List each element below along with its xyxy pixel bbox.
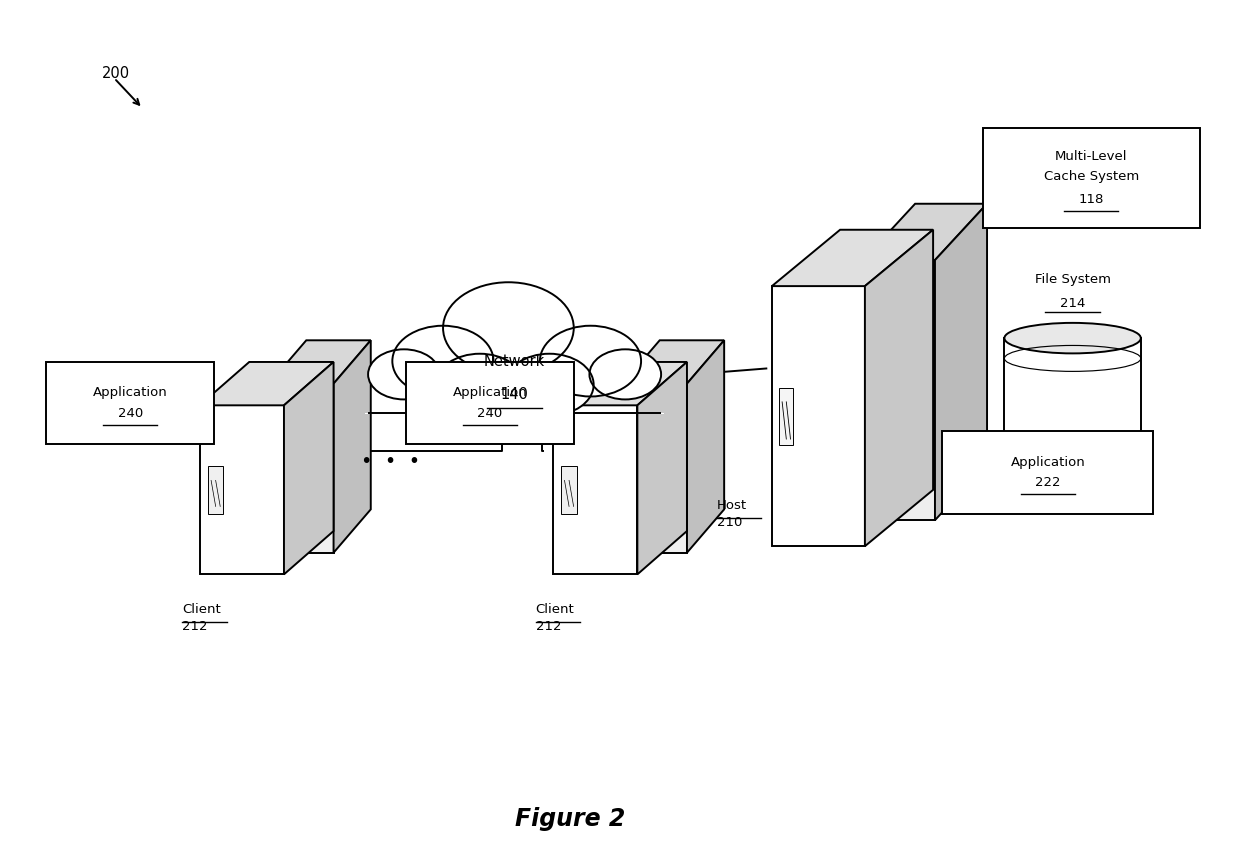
Polygon shape	[1004, 338, 1141, 451]
Text: 240: 240	[477, 407, 502, 420]
Polygon shape	[200, 406, 284, 575]
Text: Multi-Level: Multi-Level	[1055, 150, 1127, 162]
Polygon shape	[780, 388, 794, 445]
Text: Client: Client	[182, 603, 221, 616]
Polygon shape	[935, 204, 987, 520]
Text: 210: 210	[717, 516, 742, 529]
Polygon shape	[982, 128, 1200, 228]
Text: Application: Application	[453, 387, 527, 399]
Circle shape	[443, 283, 574, 374]
Polygon shape	[637, 362, 687, 575]
Circle shape	[505, 354, 594, 415]
Circle shape	[392, 326, 494, 396]
Text: 140: 140	[501, 387, 528, 402]
Text: 200: 200	[102, 66, 130, 81]
Polygon shape	[866, 230, 934, 546]
Polygon shape	[622, 384, 687, 553]
Circle shape	[539, 326, 641, 396]
Text: Client: Client	[536, 603, 574, 616]
Text: File System: File System	[1034, 273, 1111, 286]
Polygon shape	[629, 445, 641, 492]
Circle shape	[435, 354, 525, 415]
Text: 240: 240	[118, 407, 143, 420]
Polygon shape	[269, 384, 334, 553]
Polygon shape	[942, 431, 1153, 513]
Polygon shape	[863, 204, 987, 260]
Polygon shape	[553, 362, 687, 406]
Ellipse shape	[1004, 323, 1141, 354]
Text: Application: Application	[93, 387, 167, 399]
Circle shape	[368, 349, 440, 400]
Text: 212: 212	[536, 620, 562, 633]
Text: Application: Application	[1011, 456, 1085, 468]
Polygon shape	[46, 362, 213, 444]
Polygon shape	[562, 466, 577, 513]
Polygon shape	[771, 286, 866, 546]
Polygon shape	[863, 260, 935, 520]
Polygon shape	[553, 406, 637, 575]
Polygon shape	[869, 362, 879, 419]
Text: Host: Host	[717, 499, 746, 512]
Polygon shape	[275, 445, 288, 492]
Text: 222: 222	[1035, 477, 1060, 489]
Polygon shape	[284, 362, 334, 575]
Polygon shape	[687, 340, 724, 553]
Text: Figure 2: Figure 2	[515, 807, 626, 831]
Polygon shape	[208, 466, 223, 513]
Polygon shape	[365, 413, 665, 414]
Text: Network: Network	[484, 354, 546, 369]
Polygon shape	[407, 362, 573, 444]
Text: 118: 118	[1079, 193, 1104, 205]
Text: Cache System: Cache System	[1044, 170, 1138, 182]
Ellipse shape	[1004, 435, 1141, 466]
Polygon shape	[771, 230, 934, 286]
Polygon shape	[622, 340, 724, 384]
Text: •  •  •: • • •	[361, 452, 420, 471]
Circle shape	[589, 349, 661, 400]
Polygon shape	[269, 340, 371, 384]
Polygon shape	[200, 362, 334, 406]
Text: 212: 212	[182, 620, 208, 633]
Text: 214: 214	[1060, 297, 1085, 310]
Polygon shape	[334, 340, 371, 553]
